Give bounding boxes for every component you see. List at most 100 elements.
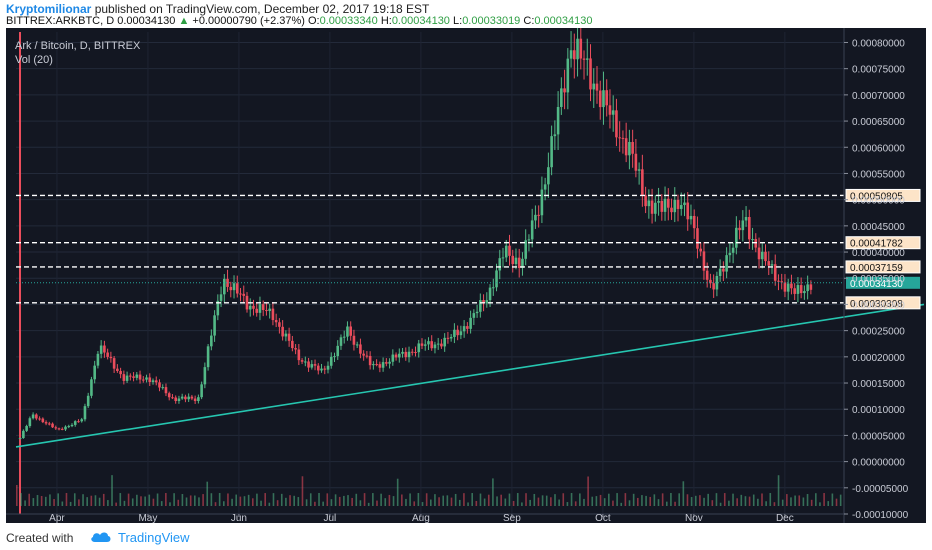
candle (22, 429, 25, 439)
candle (342, 330, 346, 344)
candle (171, 394, 174, 400)
candle-body (547, 167, 550, 185)
candle (145, 374, 148, 383)
candle (388, 358, 391, 369)
volume-bar (384, 498, 387, 506)
candlestick-chart[interactable]: 0.00050805 0.00041782 0.00037159 0.00030308… (6, 28, 926, 523)
volume-bar (392, 496, 395, 506)
candle (786, 278, 790, 301)
candle-body (504, 245, 508, 258)
created-with-label: Created with (6, 531, 74, 545)
candle-body (129, 375, 132, 377)
volume-bar (463, 493, 465, 506)
candle-body (407, 351, 411, 358)
x-tick-label: Jul (324, 513, 337, 523)
candle-body (683, 202, 686, 206)
candle-body (773, 264, 777, 281)
candle-body (527, 239, 531, 241)
candle (618, 121, 621, 152)
last-price: 0.00034130 (117, 15, 176, 27)
candle-body (391, 354, 395, 362)
candle (99, 340, 103, 359)
candle (73, 420, 77, 427)
candle-body (394, 354, 398, 358)
candle-body (167, 393, 171, 398)
symbol-label: BITTREX:ARKBTC, D (6, 15, 115, 27)
volume-bar (102, 493, 105, 506)
candle-body (485, 300, 489, 304)
volume-bar (314, 501, 316, 506)
candle (550, 125, 553, 176)
chart-frame[interactable]: 0.00050805 0.00041782 0.00037159 0.00030308… (6, 28, 926, 523)
candle-body (252, 305, 255, 309)
candle-body (93, 365, 96, 380)
candle-body (501, 257, 505, 259)
candle (790, 274, 793, 295)
candle-body (462, 326, 466, 332)
volume-bar (165, 493, 167, 506)
volume-bar (682, 481, 685, 506)
high-value: 0.00034130 (391, 15, 450, 27)
candle (213, 310, 216, 342)
candle-body (274, 320, 278, 323)
volume-bar (574, 501, 577, 506)
candle (644, 186, 647, 214)
candle (219, 286, 223, 308)
volume-bar (218, 493, 221, 506)
candle (735, 216, 738, 255)
candle (621, 130, 625, 154)
candle-body (96, 353, 100, 366)
volume-bar (69, 501, 72, 506)
candle-body (495, 270, 498, 288)
volume-bar (36, 495, 39, 506)
volume-bar (500, 494, 502, 506)
candle (284, 330, 288, 342)
tradingview-brand[interactable]: TradingView (118, 530, 190, 545)
volume-bar (703, 497, 705, 506)
volume-bar (334, 494, 337, 506)
candle (410, 348, 414, 356)
candle-body (608, 105, 612, 115)
candle (501, 247, 505, 268)
candle-body (28, 418, 32, 427)
candle-body (644, 195, 647, 207)
candle (504, 239, 508, 262)
candle (355, 341, 359, 349)
volume-bar (674, 501, 676, 506)
candle-body (556, 106, 560, 135)
volume-bar (322, 501, 324, 506)
candle-body (666, 198, 670, 208)
candle-body (524, 240, 527, 259)
candle-body (799, 285, 803, 294)
candle (291, 335, 294, 352)
candle-body (193, 398, 197, 401)
candle (320, 363, 323, 373)
candle (495, 263, 498, 292)
candle-body (430, 341, 434, 349)
volume-bar (177, 499, 180, 506)
candle (556, 91, 560, 151)
candle (307, 357, 310, 372)
candle-body (329, 356, 333, 366)
volume-bar (628, 500, 631, 506)
volume-bar (185, 497, 188, 506)
candle-body (119, 371, 122, 375)
candle-body (239, 293, 242, 295)
candle-body (180, 396, 184, 399)
volume-bar (566, 502, 569, 506)
candle (712, 274, 715, 298)
candle (456, 325, 459, 341)
candle (462, 320, 466, 338)
candle (60, 427, 64, 431)
x-tick-label: Jun (231, 513, 247, 523)
volume-bar (264, 493, 266, 506)
author-link[interactable]: Kryptomilionar (6, 2, 92, 16)
candle (193, 395, 197, 404)
volume-bar (367, 502, 370, 506)
candle (274, 313, 278, 328)
volume-bar (152, 498, 155, 506)
level-label: 0.00037159 (850, 263, 903, 274)
level-label: 0.00050805 (850, 191, 903, 202)
candle-body (151, 380, 155, 383)
volume-bar (380, 493, 382, 506)
